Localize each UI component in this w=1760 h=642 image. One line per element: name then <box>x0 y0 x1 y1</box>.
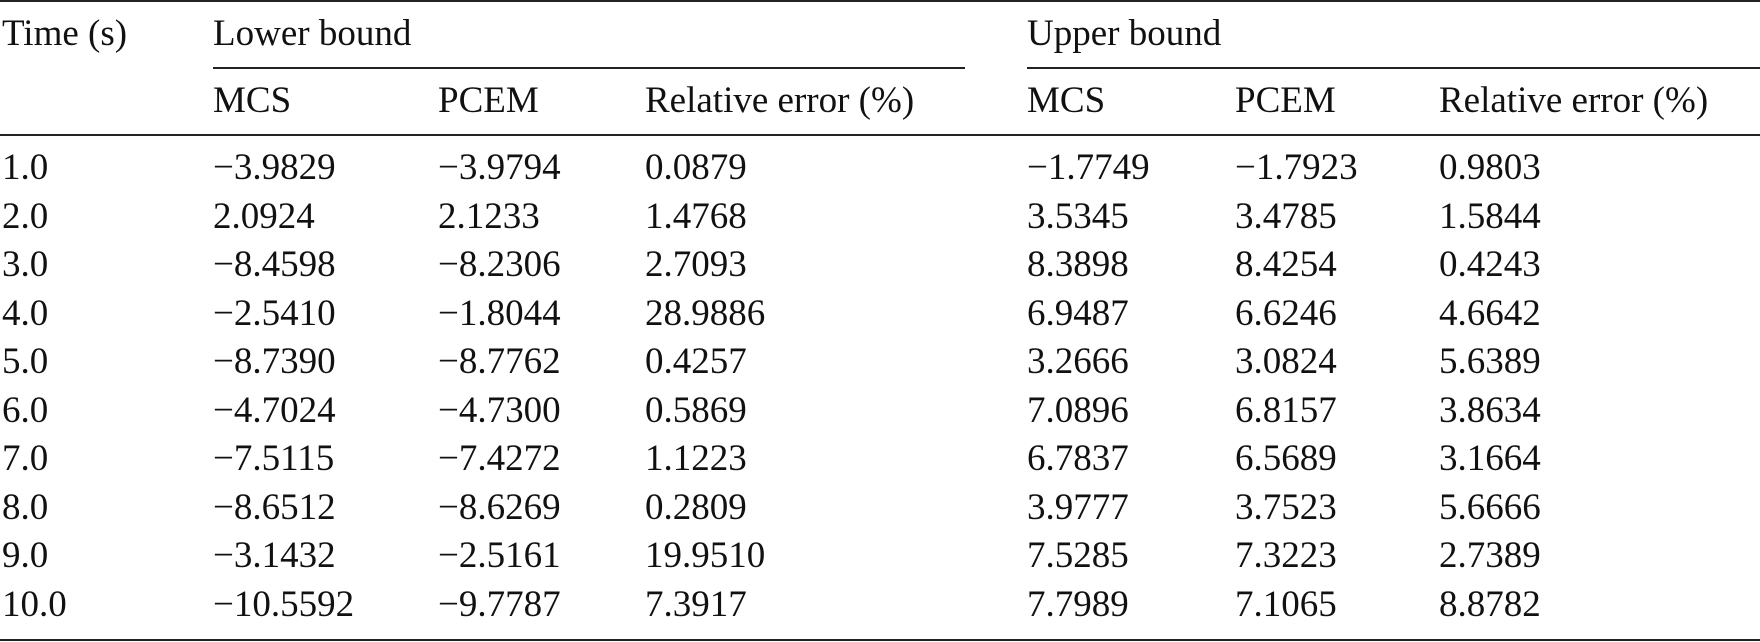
table-cell: 6.8157 <box>1235 389 1337 431</box>
table-cell: 7.1065 <box>1235 583 1337 625</box>
table-cell: 19.9510 <box>645 535 766 576</box>
table-cell: 7.3223 <box>1235 535 1337 576</box>
table-cell: 5.0 <box>2 341 49 382</box>
column-header: Relative error (%) <box>645 80 915 121</box>
group-rule <box>1027 67 1760 69</box>
table-cell: −3.9829 <box>213 147 336 188</box>
table-cell: 7.5285 <box>1027 535 1129 576</box>
table-cell: 4.6642 <box>1439 292 1541 334</box>
table-cell: −8.6269 <box>438 486 561 528</box>
table-cell: 8.4254 <box>1235 244 1337 285</box>
table-cell: −3.9794 <box>438 147 561 188</box>
table-cell: −9.7787 <box>438 583 561 625</box>
table-cell: 7.0 <box>2 438 49 479</box>
table-cell: 0.0879 <box>645 147 747 188</box>
table-cell: −8.7762 <box>438 341 561 382</box>
table-cell: 0.2809 <box>645 486 747 528</box>
table-cell: 3.7523 <box>1235 486 1337 528</box>
table-cell: 0.9803 <box>1439 147 1541 188</box>
table-cell: −2.5161 <box>438 535 561 576</box>
table-cell: 3.5345 <box>1027 195 1129 237</box>
column-header: PCEM <box>1235 80 1336 121</box>
table-cell: 6.5689 <box>1235 438 1337 479</box>
table-cell: 0.4243 <box>1439 244 1541 285</box>
table-cell: 2.0924 <box>213 195 315 237</box>
table-cell: 3.4785 <box>1235 195 1337 237</box>
table-cell: 10.0 <box>2 583 67 625</box>
table-cell: −8.4598 <box>213 244 336 285</box>
table-cell: 1.1223 <box>645 438 747 479</box>
table-cell: −1.7923 <box>1235 147 1358 188</box>
group-header: Lower bound <box>213 13 412 54</box>
table-cell: −10.5592 <box>213 583 355 625</box>
group-header: Upper bound <box>1027 13 1222 54</box>
table-cell: 3.0 <box>2 244 49 285</box>
table-cell: 1.4768 <box>645 195 747 237</box>
table-cell: 1.0 <box>2 147 49 188</box>
table-cell: 3.1664 <box>1439 438 1541 479</box>
table-cell: 3.9777 <box>1027 486 1129 528</box>
table-cell: 9.0 <box>2 535 49 576</box>
group-rule <box>213 67 965 69</box>
column-header: Time (s) <box>2 13 128 54</box>
table-cell: 1.5844 <box>1439 195 1541 237</box>
table-cell: 6.7837 <box>1027 438 1129 479</box>
table-cell: 7.3917 <box>645 583 747 625</box>
table-cell: 4.0 <box>2 292 49 334</box>
table-cell: 8.0 <box>2 486 49 528</box>
table-cell: 8.8782 <box>1439 583 1541 625</box>
table-cell: −8.6512 <box>213 486 336 528</box>
table-cell: 2.7093 <box>645 244 747 285</box>
table-cell: 6.6246 <box>1235 292 1337 334</box>
bottom-rule <box>0 639 1760 641</box>
table-cell: −4.7024 <box>213 389 336 431</box>
table-cell: 5.6389 <box>1439 341 1541 382</box>
column-header: MCS <box>1027 80 1106 121</box>
table-cell: 3.8634 <box>1439 389 1541 431</box>
table-cell: 8.3898 <box>1027 244 1129 285</box>
column-header: Relative error (%) <box>1439 80 1709 121</box>
header-rule <box>0 134 1760 136</box>
top-rule <box>0 0 1760 2</box>
table-cell: 0.5869 <box>645 389 747 431</box>
table-cell: −1.7749 <box>1027 147 1150 188</box>
table-cell: −8.2306 <box>438 244 561 285</box>
column-header: PCEM <box>438 80 539 121</box>
table-cell: 7.0896 <box>1027 389 1129 431</box>
table-cell: −8.7390 <box>213 341 336 382</box>
table-cell: −3.1432 <box>213 535 336 576</box>
table-cell: −4.7300 <box>438 389 561 431</box>
table-cell: −1.8044 <box>438 292 561 334</box>
table-cell: 2.0 <box>2 195 49 237</box>
table-cell: 28.9886 <box>645 292 766 334</box>
table-cell: 7.7989 <box>1027 583 1129 625</box>
table-cell: 3.2666 <box>1027 341 1129 382</box>
table-cell: 6.0 <box>2 389 49 431</box>
table-cell: 5.6666 <box>1439 486 1541 528</box>
table-cell: −2.5410 <box>213 292 336 334</box>
table-cell: 2.7389 <box>1439 535 1541 576</box>
table-cell: −7.4272 <box>438 438 561 479</box>
table-cell: 3.0824 <box>1235 341 1337 382</box>
table-cell: −7.5115 <box>213 438 335 479</box>
column-header: MCS <box>213 80 292 121</box>
table-cell: 0.4257 <box>645 341 747 382</box>
table-cell: 2.1233 <box>438 195 540 237</box>
table-cell: 6.9487 <box>1027 292 1129 334</box>
